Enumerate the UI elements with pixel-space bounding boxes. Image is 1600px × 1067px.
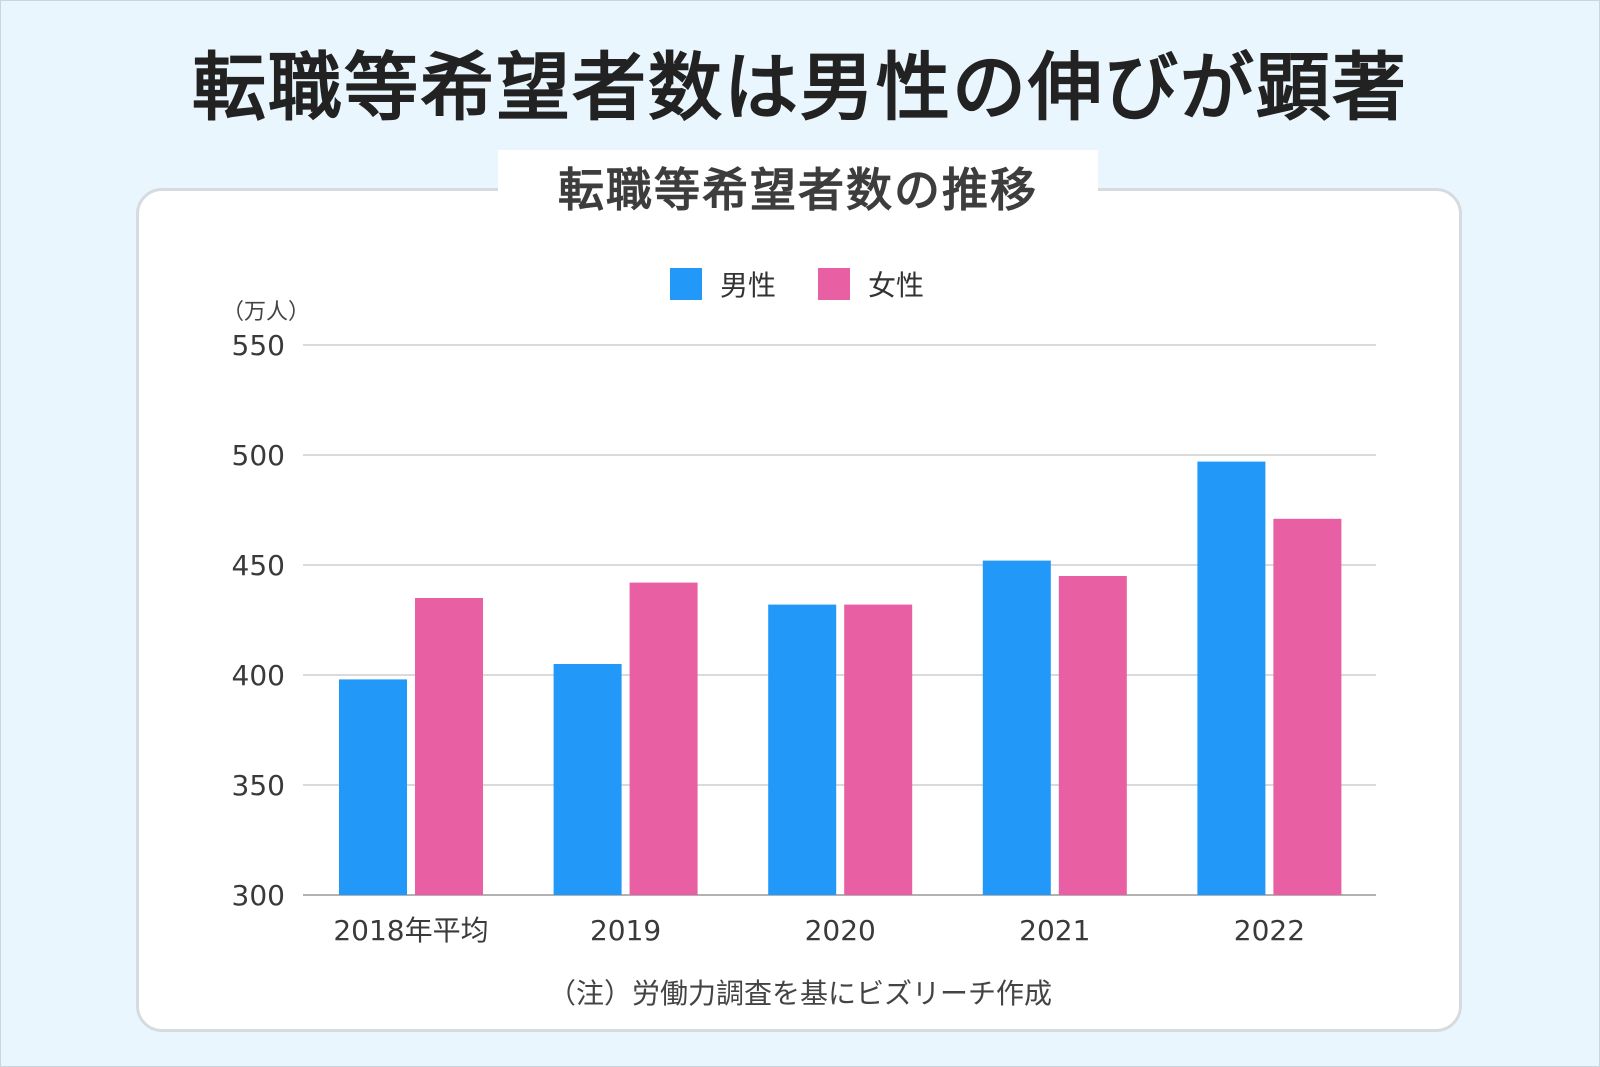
- legend-label-female: 女性: [868, 269, 925, 302]
- y-tick-label: 300: [232, 879, 285, 912]
- legend-swatch-male: [670, 268, 702, 300]
- x-tick-label: 2019: [590, 914, 661, 947]
- x-tick-label: 2020: [805, 914, 876, 947]
- source-note: （注）労働力調査を基にビズリーチ作成: [547, 977, 1052, 1010]
- y-tick-label: 550: [232, 329, 285, 362]
- bar-female: [844, 604, 913, 895]
- x-tick-label: 2018年平均: [333, 914, 488, 947]
- chart-legend: 男性 女性: [670, 266, 966, 302]
- chart-title: 転職等希望者数の推移: [498, 150, 1098, 230]
- bar-female: [415, 598, 483, 895]
- x-tick-label: 2022: [1234, 914, 1305, 947]
- y-tick-label: 400: [232, 659, 285, 692]
- y-tick-label: 500: [232, 439, 285, 472]
- bar-male: [982, 560, 1051, 895]
- y-axis-unit-label: （万人）: [222, 300, 311, 325]
- y-tick-label: 450: [232, 549, 285, 582]
- legend-item-male: 男性: [670, 264, 776, 304]
- y-tick-label: 350: [232, 769, 285, 802]
- legend-swatch-female: [818, 268, 851, 300]
- bar-male: [553, 664, 622, 895]
- legend-label-male: 男性: [720, 269, 777, 302]
- legend-item-female: 女性: [818, 264, 924, 304]
- bar-female: [1273, 518, 1342, 895]
- x-tick-label: 2021: [1019, 914, 1090, 947]
- bar-male: [339, 679, 407, 895]
- bar-male: [1197, 461, 1266, 895]
- page-headline: 転職等希望者数は男性の伸びが顕著: [192, 45, 1408, 131]
- bar-female: [629, 582, 698, 895]
- bar-male: [768, 604, 837, 895]
- bar-female: [1058, 576, 1127, 895]
